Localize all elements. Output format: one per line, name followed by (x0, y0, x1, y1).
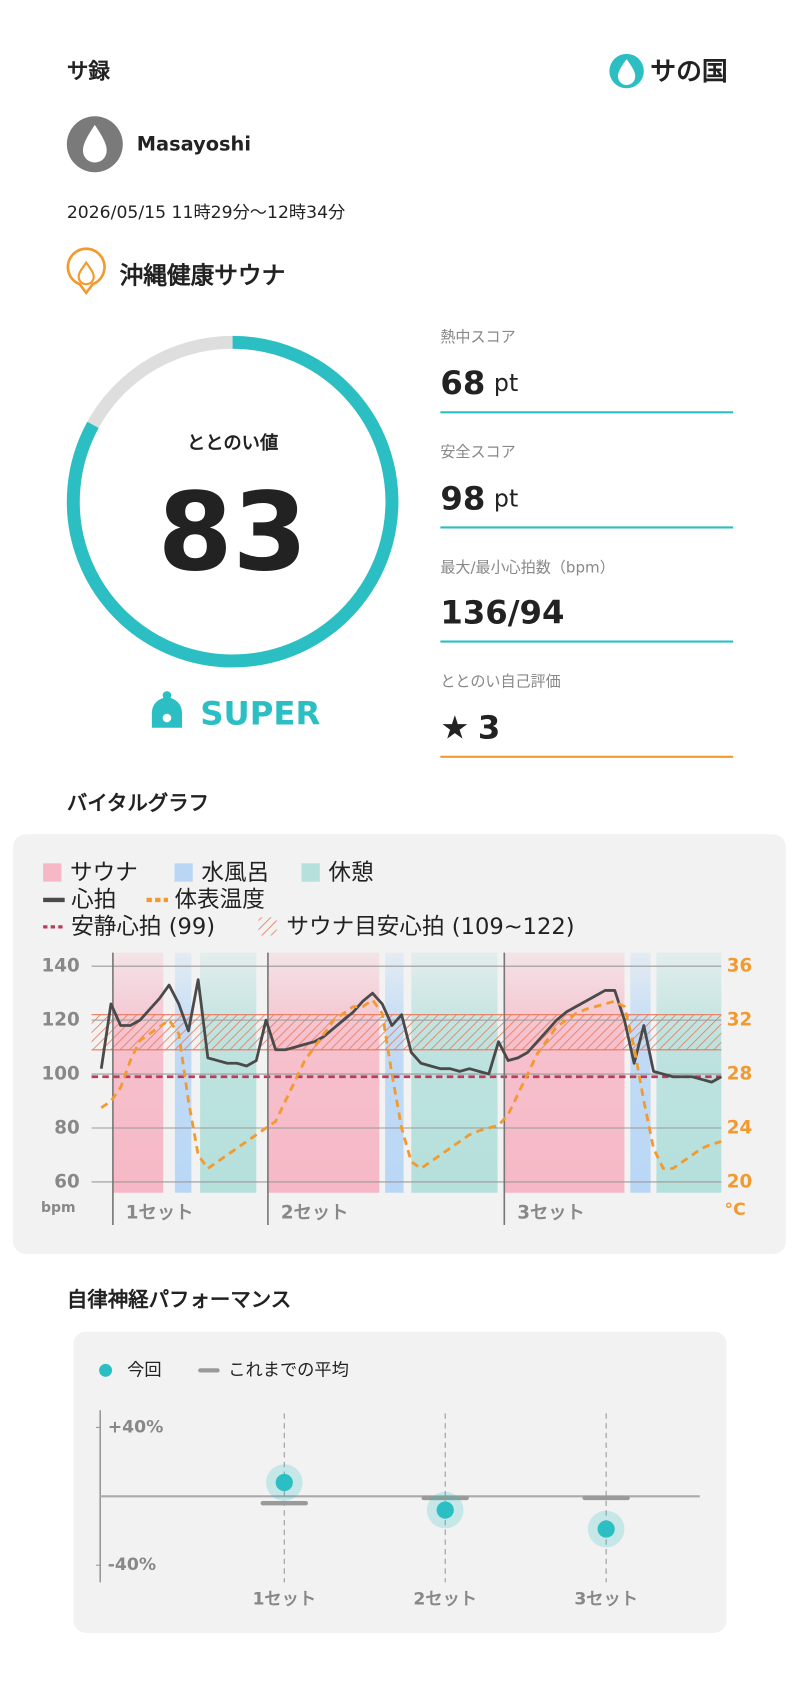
phase-band (656, 952, 722, 1193)
legend-label: 休憩 (328, 860, 373, 886)
avatar-drop (82, 124, 107, 163)
score-unit: pt (494, 484, 518, 512)
score-value: ★ 3 (440, 709, 500, 747)
x-tick-label: 3セット (574, 1590, 638, 1610)
score-label: ととのい自己評価 (440, 672, 560, 690)
autonomic-chart: +40% -40% 1セット 2セット 3セット 今回 これまでの平均 (95, 1360, 700, 1610)
y-axis-unit: bpm (41, 1200, 76, 1216)
y2-tick-label: 28 (727, 1064, 752, 1085)
y2-tick-label: 32 (727, 1010, 752, 1031)
y-tick-label: 120 (42, 1010, 80, 1031)
y-tick-label: 140 (42, 956, 80, 977)
rank: SUPER (151, 691, 320, 733)
score-number: 3 (478, 709, 500, 747)
legend-label: 水風呂 (201, 860, 269, 886)
y2-tick-label: 20 (727, 1171, 752, 1192)
series-line (99, 978, 723, 1084)
logo-text: サの国 (650, 57, 727, 87)
legend-label: 安静心拍 (99) (71, 914, 215, 940)
y-tick-label: 100 (42, 1064, 80, 1085)
facility-flame (77, 260, 95, 286)
current-dot (436, 1501, 454, 1519)
score-number: 98 (440, 479, 485, 517)
rank-icon (151, 697, 183, 728)
set-label: 3セット (517, 1203, 585, 1224)
user-name: Masayoshi (137, 133, 251, 156)
rank-text: SUPER (200, 695, 320, 733)
phase-band (385, 952, 404, 1193)
session-time: 2026/05/15 11時29分〜12時34分 (67, 203, 345, 223)
phase-band (630, 952, 651, 1193)
legend-swatch (174, 863, 193, 882)
score-unit: pt (494, 369, 518, 397)
score-number: 68 (440, 364, 485, 402)
legend-label: 心拍 (71, 887, 116, 913)
y-tick-label: +40% (108, 1417, 164, 1437)
rank-icon-top (162, 691, 172, 700)
logo-drop (617, 59, 636, 86)
legend-label: 体表温度 (174, 887, 264, 913)
current-dot (275, 1473, 293, 1492)
facility-name: 沖縄健康サウナ (120, 262, 286, 290)
set-label: 2セット (281, 1203, 349, 1224)
legend-swatch (301, 863, 320, 882)
facility[interactable]: 沖縄健康サウナ (66, 247, 286, 296)
x-tick-label: 2セット (413, 1590, 477, 1610)
score-icon: ★ (440, 709, 469, 747)
y-tick-label: 60 (54, 1171, 79, 1192)
legend-label: 今回 (127, 1360, 161, 1380)
profile[interactable]: Masayoshi (66, 116, 251, 173)
autonomic-card (73, 1331, 727, 1634)
app-title: サ録 (67, 60, 111, 85)
phase-band (504, 952, 625, 1193)
y2-tick-label: 24 (727, 1118, 752, 1139)
section-title: 自律神経パフォーマンス (67, 1287, 291, 1311)
legend-label: これまでの平均 (228, 1360, 349, 1380)
y2-tick-label: 36 (727, 956, 752, 977)
rank-icon-face (162, 713, 172, 723)
gauge-arc (66, 335, 399, 668)
y2-axis-unit: °C (725, 1200, 746, 1220)
gauge-label: ととのい値 (187, 432, 278, 454)
phase-band (200, 952, 257, 1193)
score-label: 安全スコア (440, 443, 515, 461)
score-label: 最大/最小心拍数（bpm） (440, 558, 614, 576)
y-tick-label: -40% (108, 1555, 156, 1575)
score-value: 98 pt (440, 479, 518, 517)
legend-swatch (258, 917, 277, 936)
series-line (100, 998, 722, 1170)
legend-swatch (43, 863, 62, 882)
totonoi-gauge: ととのい値 83 (66, 335, 399, 668)
score-label: 熱中スコア (440, 328, 515, 346)
legend-label: サウナ (70, 860, 138, 886)
section-title: バイタルグラフ (67, 791, 209, 815)
score-value: 68 pt (440, 364, 518, 402)
phase-band (267, 952, 380, 1193)
x-tick-label: 1セット (252, 1590, 316, 1610)
phase-band (112, 952, 164, 1193)
scores: 熱中スコア 68 pt 安全スコア 98 pt 最大/最小心拍数（bpm） 136/… (440, 328, 734, 758)
logo[interactable]: サの国 (609, 53, 728, 89)
legend-label: サウナ目安心拍 (109~122) (286, 914, 574, 940)
y-tick-label: 80 (54, 1118, 79, 1139)
facility-icon (66, 247, 106, 296)
current-dot (597, 1520, 615, 1538)
set-label: 1セット (126, 1203, 194, 1224)
gauge-value: 83 (158, 470, 308, 595)
score-value: 136/94 (440, 594, 564, 632)
legend-swatch (99, 1363, 113, 1377)
